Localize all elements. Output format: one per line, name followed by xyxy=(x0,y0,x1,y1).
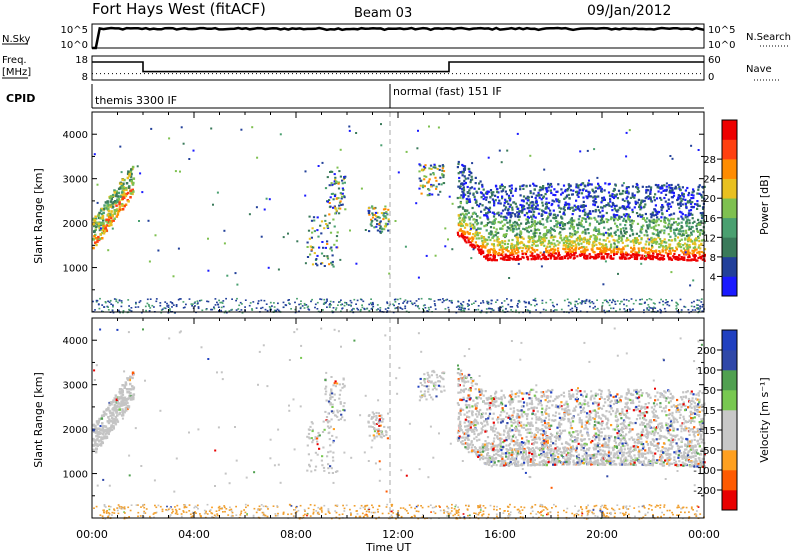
velocity-colorbar-swatch-0 xyxy=(722,490,737,511)
velocity-data-layer xyxy=(92,327,707,520)
power-colorbar-swatch-8 xyxy=(722,120,737,140)
power-colorbar-swatch-0 xyxy=(722,276,737,297)
power-colorbar-tick-2: 12 xyxy=(703,233,716,244)
velocity-colorbar-swatch-8 xyxy=(722,330,737,351)
beam-label: Beam 03 xyxy=(354,6,412,21)
velocity-colorbar-swatch-4 xyxy=(722,410,737,431)
velocity-y-tick-2: 3000 xyxy=(63,381,88,392)
velocity-colorbar-tick-1: 100 xyxy=(697,366,716,377)
cpid-mode-themis: themis 3300 IF xyxy=(95,94,177,107)
power-data-layer xyxy=(92,123,707,314)
power-colorbar-swatch-6 xyxy=(722,159,737,179)
power-colorbar-swatch-1 xyxy=(722,256,737,277)
velocity-colorbar-swatch-2 xyxy=(722,450,737,471)
velocity-y-tick-3: 4000 xyxy=(63,336,88,347)
power-panel: Slant Range [km] 1000 2000 3000 4000 4 8 12 16… xyxy=(32,111,771,314)
x-tick-label-6: 00:00 xyxy=(688,528,720,541)
power-colorbar-tick-5: 24 xyxy=(703,175,716,186)
power-colorbar-swatch-3 xyxy=(722,217,737,238)
freq-left-tick-bottom: 8 xyxy=(82,72,88,83)
frequency-panel: Freq. [MHz] 18 8 60 0 Nave xyxy=(2,55,780,83)
power-colorbar-tick-4: 20 xyxy=(703,194,716,205)
cpid-mode-normal: normal (fast) 151 IF xyxy=(393,85,502,98)
x-tick-label-1: 04:00 xyxy=(178,528,210,541)
freq-series xyxy=(92,61,704,73)
noise-panel: N.Sky 10^5 10^0 10^5 10^0 N.Search xyxy=(2,23,791,51)
velocity-colorbar-swatch-6 xyxy=(722,370,737,391)
noise-sky-series xyxy=(92,26,705,50)
power-y-tick-0: 1000 xyxy=(63,264,88,275)
velocity-panel: Slant Range [km] 1000 2000 3000 4000 200 100… xyxy=(32,317,771,520)
power-y-tick-1: 2000 xyxy=(63,219,88,230)
power-colorbar-tick-1: 8 xyxy=(710,253,716,264)
velocity-colorbar-swatch-3 xyxy=(722,430,737,451)
noise-left-tick-top: 10^5 xyxy=(61,25,88,36)
nave-right-tick-top: 60 xyxy=(708,55,721,66)
nave-right-tick-bottom: 0 xyxy=(708,72,714,83)
nave-label: Nave xyxy=(746,64,772,75)
velocity-colorbar-tick-6: -100 xyxy=(693,466,716,477)
velocity-colorbar-swatch-7 xyxy=(722,350,737,371)
velocity-y-tick-0: 1000 xyxy=(63,470,88,481)
x-tick-label-4: 16:00 xyxy=(484,528,516,541)
power-colorbar: 4 8 12 16 20 24 28 xyxy=(703,119,738,297)
power-colorbar-swatch-2 xyxy=(722,237,737,258)
velocity-y-tick-1: 2000 xyxy=(63,425,88,436)
power-y-tick-2: 3000 xyxy=(63,175,88,186)
velocity-colorbar-tick-7: -200 xyxy=(693,486,716,497)
x-tick-label-2: 08:00 xyxy=(280,528,312,541)
power-colorbar-tick-0: 4 xyxy=(710,272,716,283)
x-tick-label-3: 12:00 xyxy=(382,528,414,541)
velocity-colorbar: 200 100 50 15 -15 -50 -100 -200 xyxy=(693,329,738,511)
noise-right-tick-bottom: 10^0 xyxy=(708,40,735,51)
freq-unit-label: [MHz] xyxy=(2,67,31,78)
power-colorbar-tick-3: 16 xyxy=(703,214,716,225)
power-colorbar-swatch-7 xyxy=(722,139,737,160)
x-tick-label-0: 00:00 xyxy=(76,528,108,541)
noise-left-tick-bottom: 10^0 xyxy=(61,40,88,51)
velocity-colorbar-tick-2: 50 xyxy=(703,386,716,397)
velocity-colorbar-tick-5: -50 xyxy=(700,446,716,457)
power-y-tick-3: 4000 xyxy=(63,130,88,141)
x-tick-labels: 00:00 04:00 08:00 12:00 16:00 20:00 00:00 xyxy=(76,528,720,541)
noise-search-label: N.Search xyxy=(746,32,791,43)
power-colorbar-swatch-5 xyxy=(722,178,737,199)
cpid-panel: CPID themis 3300 IF normal (fast) 151 IF xyxy=(6,84,704,109)
date-label: 09/Jan/2012 xyxy=(587,3,671,19)
velocity-y-axis-label: Slant Range [km] xyxy=(32,372,45,468)
cpid-label: CPID xyxy=(6,92,35,105)
x-tick-label-5: 20:00 xyxy=(586,528,618,541)
noise-sky-label: N.Sky xyxy=(2,34,30,45)
power-colorbar-label: Power [dB] xyxy=(758,175,771,235)
power-y-axis-label: Slant Range [km] xyxy=(32,168,45,264)
power-colorbar-tick-6: 28 xyxy=(703,155,716,166)
velocity-colorbar-tick-4: -15 xyxy=(700,426,716,437)
velocity-colorbar-swatch-1 xyxy=(722,470,737,491)
figure-title: Fort Hays West (fitACF) xyxy=(92,0,266,18)
velocity-colorbar-tick-3: 15 xyxy=(703,406,716,417)
freq-left-tick-top: 18 xyxy=(75,55,88,66)
noise-right-tick-top: 10^5 xyxy=(708,25,735,36)
power-colorbar-swatch-4 xyxy=(722,198,737,219)
velocity-colorbar-label: Velocity [m s⁻¹] xyxy=(758,377,771,462)
velocity-colorbar-swatch-5 xyxy=(722,390,737,411)
velocity-colorbar-tick-0: 200 xyxy=(697,346,716,357)
x-axis-label: Time UT xyxy=(365,541,411,554)
freq-label: Freq. xyxy=(2,55,27,66)
